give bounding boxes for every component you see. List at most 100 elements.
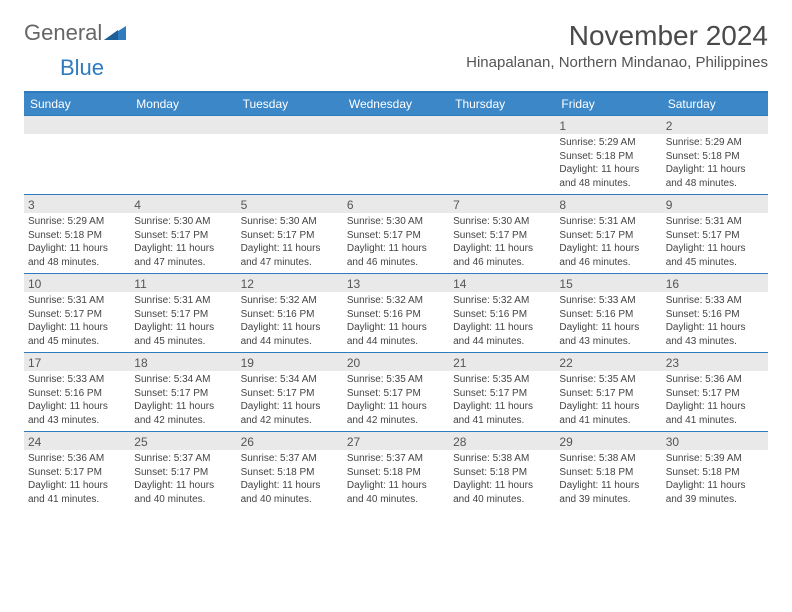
week-row: 10Sunrise: 5:31 AMSunset: 5:17 PMDayligh… [24,273,768,352]
sunrise-text: Sunrise: 5:32 AM [347,294,445,308]
sunset-text: Sunset: 5:18 PM [241,466,339,480]
week-row: 3Sunrise: 5:29 AMSunset: 5:18 PMDaylight… [24,194,768,273]
daylight-text: and 40 minutes. [453,493,551,507]
daylight-text: Daylight: 11 hours [559,163,657,177]
sunset-text: Sunset: 5:18 PM [347,466,445,480]
brand-part2: Blue [60,55,104,81]
day-cell: 5 Sunrise: 5:30 AMSunset: 5:17 PMDaylight… [237,195,343,273]
sunrise-text: Sunrise: 5:30 AM [134,215,232,229]
daylight-text: and 45 minutes. [28,335,126,349]
daylight-text: Daylight: 11 hours [28,242,126,256]
sunset-text: Sunset: 5:17 PM [347,229,445,243]
sunset-text: Sunset: 5:17 PM [559,229,657,243]
day-number: 20 [343,353,449,371]
sunrise-text: Sunrise: 5:34 AM [241,373,339,387]
sunset-text: Sunset: 5:16 PM [453,308,551,322]
day-number: 8 [555,195,661,213]
calendar-grid: Sunday Monday Tuesday Wednesday Thursday… [24,91,768,510]
day-cell: 21Sunrise: 5:35 AMSunset: 5:17 PMDayligh… [449,353,555,431]
sunset-text: Sunset: 5:16 PM [241,308,339,322]
day-body: Sunrise: 5:30 AMSunset: 5:17 PMDaylight:… [449,213,555,273]
day-cell: 29Sunrise: 5:38 AMSunset: 5:18 PMDayligh… [555,432,661,510]
daylight-text: and 45 minutes. [134,335,232,349]
day-body: Sunrise: 5:38 AMSunset: 5:18 PMDaylight:… [555,450,661,510]
daylight-text: and 46 minutes. [347,256,445,270]
daylight-text: and 44 minutes. [347,335,445,349]
sunrise-text: Sunrise: 5:31 AM [28,294,126,308]
day-number: 2 [662,116,768,134]
daylight-text: Daylight: 11 hours [347,321,445,335]
day-number: 17 [24,353,130,371]
day-number: 23 [662,353,768,371]
sunrise-text: Sunrise: 5:37 AM [241,452,339,466]
brand-part1: General [24,20,102,46]
sunrise-text: Sunrise: 5:29 AM [559,136,657,150]
day-number [237,116,343,134]
day-number: 19 [237,353,343,371]
weekday-header: Saturday [662,93,768,115]
day-body: Sunrise: 5:31 AMSunset: 5:17 PMDaylight:… [662,213,768,273]
day-body: Sunrise: 5:30 AMSunset: 5:17 PMDaylight:… [343,213,449,273]
logo-triangle-icon [104,20,126,46]
day-cell: 4Sunrise: 5:30 AMSunset: 5:17 PMDaylight… [130,195,236,273]
sunrise-text: Sunrise: 5:29 AM [666,136,764,150]
day-cell: 24Sunrise: 5:36 AMSunset: 5:17 PMDayligh… [24,432,130,510]
daylight-text: Daylight: 11 hours [666,400,764,414]
day-number: 3 [24,195,130,213]
day-number: 9 [662,195,768,213]
day-cell: 28Sunrise: 5:38 AMSunset: 5:18 PMDayligh… [449,432,555,510]
day-cell: 26Sunrise: 5:37 AMSunset: 5:18 PMDayligh… [237,432,343,510]
day-number [449,116,555,134]
day-body: Sunrise: 5:33 AMSunset: 5:16 PMDaylight:… [555,292,661,352]
day-cell: 11Sunrise: 5:31 AMSunset: 5:17 PMDayligh… [130,274,236,352]
day-body: Sunrise: 5:34 AMSunset: 5:17 PMDaylight:… [130,371,236,431]
day-cell: 22Sunrise: 5:35 AMSunset: 5:17 PMDayligh… [555,353,661,431]
day-cell: 23Sunrise: 5:36 AMSunset: 5:17 PMDayligh… [662,353,768,431]
daylight-text: Daylight: 11 hours [241,321,339,335]
sunset-text: Sunset: 5:18 PM [559,466,657,480]
day-body: Sunrise: 5:36 AMSunset: 5:17 PMDaylight:… [24,450,130,510]
day-number: 21 [449,353,555,371]
daylight-text: Daylight: 11 hours [241,400,339,414]
day-number: 13 [343,274,449,292]
daylight-text: and 39 minutes. [666,493,764,507]
day-cell: 10Sunrise: 5:31 AMSunset: 5:17 PMDayligh… [24,274,130,352]
daylight-text: and 43 minutes. [28,414,126,428]
day-number: 18 [130,353,236,371]
daylight-text: Daylight: 11 hours [241,242,339,256]
daylight-text: and 41 minutes. [28,493,126,507]
weekday-header: Monday [130,93,236,115]
daylight-text: Daylight: 11 hours [666,163,764,177]
daylight-text: and 47 minutes. [134,256,232,270]
day-body: Sunrise: 5:37 AMSunset: 5:17 PMDaylight:… [130,450,236,510]
day-cell: 27Sunrise: 5:37 AMSunset: 5:18 PMDayligh… [343,432,449,510]
day-number: 1 [555,116,661,134]
day-cell: 3Sunrise: 5:29 AMSunset: 5:18 PMDaylight… [24,195,130,273]
day-number: 5 [237,195,343,213]
weekday-header: Thursday [449,93,555,115]
sunset-text: Sunset: 5:18 PM [666,466,764,480]
daylight-text: Daylight: 11 hours [453,242,551,256]
day-body [237,134,343,140]
day-body: Sunrise: 5:35 AMSunset: 5:17 PMDaylight:… [555,371,661,431]
day-body: Sunrise: 5:39 AMSunset: 5:18 PMDaylight:… [662,450,768,510]
daylight-text: and 41 minutes. [453,414,551,428]
day-body: Sunrise: 5:31 AMSunset: 5:17 PMDaylight:… [24,292,130,352]
daylight-text: Daylight: 11 hours [347,242,445,256]
day-body: Sunrise: 5:31 AMSunset: 5:17 PMDaylight:… [130,292,236,352]
sunrise-text: Sunrise: 5:32 AM [241,294,339,308]
daylight-text: Daylight: 11 hours [666,321,764,335]
sunset-text: Sunset: 5:17 PM [241,229,339,243]
sunset-text: Sunset: 5:16 PM [559,308,657,322]
daylight-text: Daylight: 11 hours [28,400,126,414]
sunrise-text: Sunrise: 5:30 AM [241,215,339,229]
daylight-text: Daylight: 11 hours [241,479,339,493]
sunrise-text: Sunrise: 5:37 AM [134,452,232,466]
day-body: Sunrise: 5:31 AMSunset: 5:17 PMDaylight:… [555,213,661,273]
day-number: 22 [555,353,661,371]
daylight-text: Daylight: 11 hours [28,479,126,493]
day-number: 24 [24,432,130,450]
sunrise-text: Sunrise: 5:30 AM [347,215,445,229]
daylight-text: and 43 minutes. [559,335,657,349]
day-cell: 25Sunrise: 5:37 AMSunset: 5:17 PMDayligh… [130,432,236,510]
